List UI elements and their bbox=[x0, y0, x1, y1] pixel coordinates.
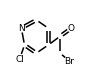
Text: Cl: Cl bbox=[15, 55, 24, 64]
Circle shape bbox=[68, 24, 75, 32]
Text: Br: Br bbox=[65, 57, 74, 66]
Text: O: O bbox=[68, 24, 75, 33]
Circle shape bbox=[15, 54, 24, 64]
Text: N: N bbox=[18, 24, 25, 33]
Circle shape bbox=[18, 24, 25, 32]
Circle shape bbox=[65, 56, 74, 66]
